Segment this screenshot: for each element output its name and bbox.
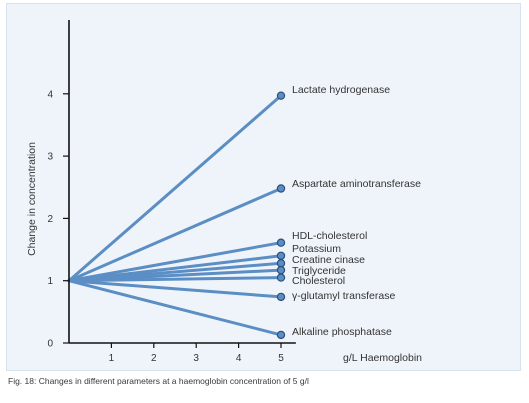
series-label-6: Triglyceride: [292, 265, 346, 277]
series-line-8: [67, 279, 283, 299]
series-label-5: Creatine cinase: [292, 254, 365, 266]
x-tick-label: 2: [151, 353, 157, 364]
series-label-2: Aspartate aminotransferase: [292, 178, 421, 190]
y-tick-label: 2: [47, 214, 53, 225]
series-label-8: γ-glutamyl transferase: [292, 290, 395, 302]
series-line-3: [67, 241, 283, 283]
series-label-3: HDL-cholesterol: [292, 230, 367, 242]
series-line-2: [67, 186, 283, 283]
series-label-1: Lactate hydrogenase: [292, 84, 390, 96]
y-tick-label: 4: [47, 89, 53, 100]
x-tick-label: 4: [236, 353, 242, 364]
series-line-1: [67, 94, 283, 283]
y-tick-label: 0: [47, 339, 53, 350]
series-label-7: Cholesterol: [292, 275, 345, 287]
y-tick-label: 3: [47, 152, 53, 163]
series-end-marker-6: [276, 265, 286, 275]
x-axis-title: g/L Haemoglobin: [343, 352, 422, 364]
series-end-marker-2: [276, 184, 286, 193]
series-end-marker-5: [276, 259, 286, 268]
y-tick-label: 1: [47, 276, 53, 287]
x-tick-label: 1: [109, 353, 115, 364]
series-line-9: [67, 279, 283, 337]
series-end-marker-8: [276, 292, 286, 302]
chart-svg: 0 1 2 3 4 1 2 3 4 5 g/L Haemoglobin Change in conce…: [26, 20, 422, 364]
series-line-7: [67, 276, 283, 283]
figure-caption: Fig. 18: Changes in different parameters…: [8, 376, 309, 386]
series-label-9: Alkaline phosphatase: [292, 326, 392, 338]
x-tick-label: 5: [278, 353, 284, 364]
series-end-marker-7: [276, 273, 286, 282]
series-end-marker-4: [276, 251, 286, 260]
x-tick-label: 3: [193, 353, 199, 364]
series-end-marker-1: [276, 91, 286, 100]
series-end-marker-9: [276, 330, 286, 340]
series-end-marker-3: [276, 238, 286, 247]
chart-panel: 0 1 2 3 4 1 2 3 4 5 g/L Haemoglobin Change in conce…: [6, 3, 521, 371]
y-axis-title: Change in concentration: [26, 142, 38, 256]
series-label-4: Potassium: [292, 243, 341, 255]
